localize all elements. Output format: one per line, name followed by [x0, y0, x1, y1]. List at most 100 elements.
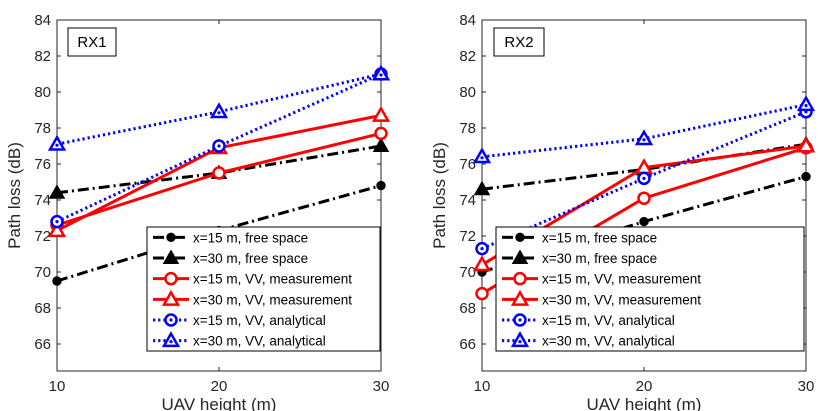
y-tick-label: 68 — [34, 300, 51, 317]
data-point — [637, 191, 651, 205]
x-tick-label: 30 — [373, 378, 390, 395]
legend-label: x=15 m, VV, analytical — [542, 313, 675, 328]
data-point — [371, 105, 391, 122]
series-line — [56, 72, 382, 146]
legend-marker — [513, 271, 527, 286]
data-point-outline — [796, 95, 816, 112]
legend-label: x=30 m, VV, analytical — [542, 334, 675, 349]
legend-label: x=15 m, VV, measurement — [193, 272, 352, 287]
legend-marker — [510, 331, 530, 348]
y-tick-label: 70 — [34, 264, 51, 281]
legend-label: x=15 m, free space — [193, 230, 308, 245]
series-6 — [472, 95, 816, 164]
x-tick-label: 10 — [49, 378, 66, 395]
legend-box — [146, 226, 381, 352]
panel-rx1: 66 68 70 72 74 76 78 80 82 84 10 20 30 UAV height (m)… — [5, 12, 391, 411]
legend-marker — [161, 289, 181, 306]
x-tick-label: 20 — [636, 378, 653, 395]
data-point — [475, 241, 489, 256]
legend-label: x=15 m, VV, measurement — [542, 272, 701, 287]
legend-marker — [510, 289, 530, 306]
legend-label: x=30 m, free space — [193, 251, 308, 266]
data-point — [212, 139, 226, 153]
y-tick-label: 82 — [34, 48, 51, 65]
data-point — [212, 166, 226, 180]
data-point — [634, 129, 654, 146]
y-axis-label: Path loss (dB) — [430, 142, 449, 249]
legend-marker-center — [169, 318, 173, 322]
legend-label: x=30 m, free space — [542, 251, 657, 266]
data-point — [209, 102, 229, 119]
legend-marker — [162, 249, 180, 264]
legend-marker-outline — [510, 289, 530, 306]
y-tick-label: 84 — [459, 12, 476, 29]
panel-label: RX1 — [77, 34, 106, 51]
y-tick-label: 72 — [459, 228, 476, 245]
data-point — [801, 171, 811, 182]
data-point — [371, 64, 391, 81]
data-point — [50, 214, 64, 229]
data-point — [47, 134, 67, 151]
series-6 — [47, 64, 391, 151]
data-point-outline — [472, 147, 492, 164]
data-point-center — [55, 220, 59, 224]
y-tick-label: 70 — [459, 264, 476, 281]
data-point-center — [55, 143, 59, 147]
y-tick-label: 66 — [459, 336, 476, 353]
data-point-center — [480, 156, 484, 160]
data-point-outline — [47, 134, 67, 151]
data-point — [472, 255, 492, 272]
data-point-outline — [371, 64, 391, 81]
legend-marker-outline — [161, 289, 181, 306]
x-axis-label: UAV height (m) — [162, 395, 277, 411]
legend-marker — [164, 313, 178, 327]
legend-marker — [161, 331, 181, 348]
data-point-outline — [472, 255, 492, 272]
y-tick-label: 78 — [34, 120, 51, 137]
data-point-center — [217, 111, 221, 115]
legend-label: x=15 m, free space — [542, 230, 657, 245]
legend: x=15 m, free space x=30 m, free space x=15… — [495, 226, 805, 352]
legend-label: x=30 m, VV, measurement — [193, 292, 352, 307]
legend: x=15 m, free space x=30 m, free space x=15… — [146, 226, 381, 352]
data-point-center — [379, 73, 383, 77]
legend-marker — [513, 313, 527, 327]
y-tick-label: 80 — [34, 84, 51, 101]
x-tick-label: 30 — [798, 378, 815, 395]
data-point-center — [480, 247, 484, 251]
data-point — [47, 221, 67, 238]
legend-marker — [515, 232, 525, 243]
data-point — [48, 184, 66, 199]
legend-marker-center — [518, 318, 522, 322]
y-tick-label: 76 — [34, 156, 51, 173]
data-point — [372, 137, 390, 152]
data-point — [796, 95, 816, 112]
series-line — [481, 110, 807, 250]
x-tick-label: 20 — [211, 378, 228, 395]
legend-label: x=30 m, VV, measurement — [542, 292, 701, 307]
data-point-outline — [796, 136, 816, 153]
data-point-center — [642, 176, 646, 180]
data-point — [637, 171, 651, 186]
data-point-center — [804, 104, 808, 108]
x-axis-label: UAV height (m) — [587, 395, 702, 411]
data-point — [374, 126, 388, 141]
data-point-center — [642, 138, 646, 142]
y-tick-label: 78 — [459, 120, 476, 137]
panel-label: RX2 — [504, 34, 533, 51]
panel-label-box — [493, 27, 545, 57]
y-tick-label: 76 — [459, 156, 476, 173]
x-tick-label: 10 — [474, 378, 491, 395]
legend-marker — [166, 232, 176, 243]
legend-marker — [511, 249, 529, 264]
data-point-outline — [209, 102, 229, 119]
legend-marker-outline — [161, 331, 181, 348]
panel-rx2: 66 68 70 72 74 76 78 80 82 84 10 20 30 UAV height (m)… — [430, 12, 816, 411]
y-tick-label: 80 — [459, 84, 476, 101]
y-tick-label: 74 — [459, 192, 476, 209]
data-point — [639, 216, 649, 227]
data-point-center — [217, 144, 221, 148]
data-point-outline — [371, 105, 391, 122]
y-tick-label: 68 — [459, 300, 476, 317]
